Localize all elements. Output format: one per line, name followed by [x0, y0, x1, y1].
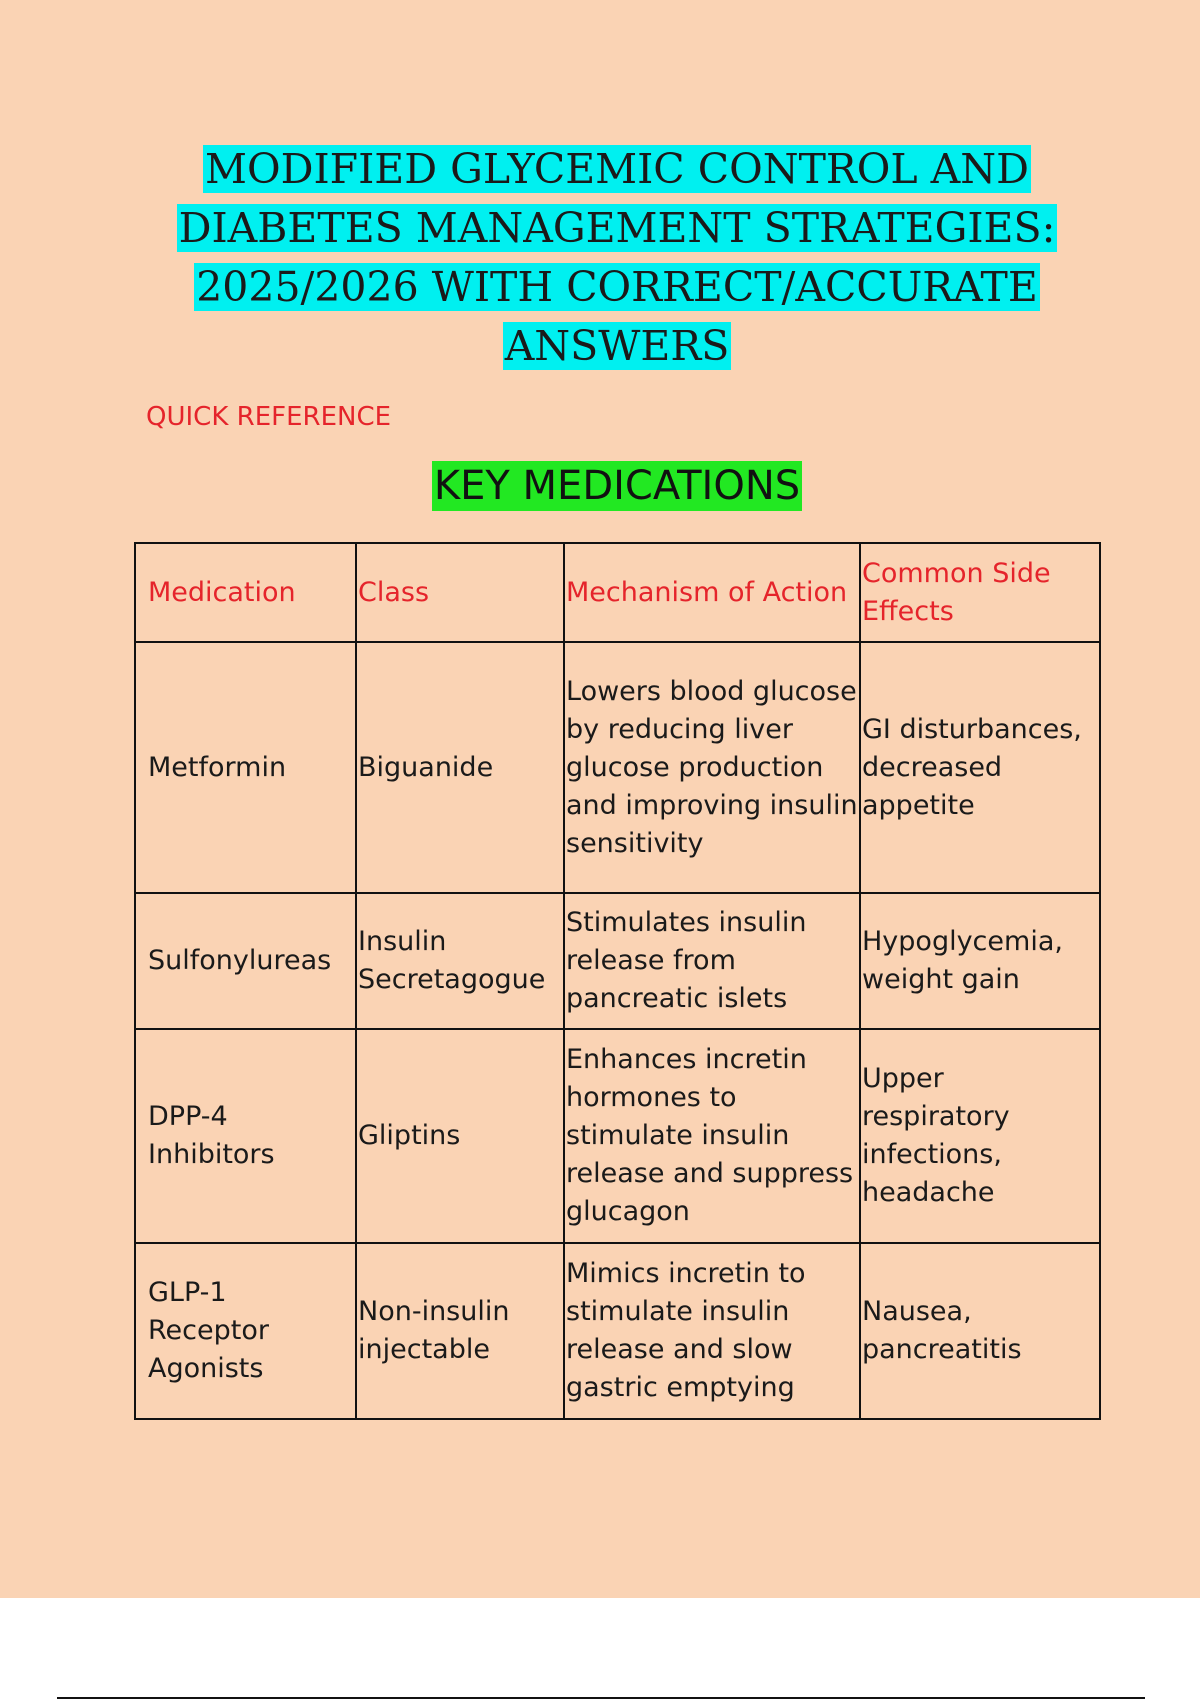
table-row: Sulfonylureas Insulin Secretagogue Stimu… [134, 892, 1101, 1030]
table-cell: GI disturbances, decreased appetite [859, 641, 1101, 894]
table-cell: Nausea, pancreatitis [859, 1242, 1101, 1420]
table-row: GLP-1 Receptor Agonists Non-insulin inje… [134, 1242, 1101, 1420]
table-cell: GLP-1 Receptor Agonists [134, 1242, 357, 1420]
table-cell: Mimics incretin to stimulate insulin rel… [563, 1242, 861, 1420]
table-cell: Upper respiratory infections, headache [859, 1028, 1101, 1244]
table-cell: Non-insulin injectable [355, 1242, 565, 1420]
table-cell: Biguanide [355, 641, 565, 894]
document-page: MODIFIED GLYCEMIC CONTROL AND DIABETES M… [0, 0, 1200, 1598]
document-title: MODIFIED GLYCEMIC CONTROL AND DIABETES M… [100, 140, 1134, 376]
table-cell: DPP-4 Inhibitors [134, 1028, 357, 1244]
table-cell: Sulfonylureas [134, 892, 357, 1030]
table-cell: Enhances incretin hormones to stimulate … [563, 1028, 861, 1244]
quick-reference-label: QUICK REFERENCE [146, 402, 392, 432]
table-cell: Insulin Secretagogue [355, 892, 565, 1030]
table-cell: Hypoglycemia, weight gain [859, 892, 1101, 1030]
table-row: Metformin Biguanide Lowers blood glucose… [134, 641, 1101, 894]
table-row: DPP-4 Inhibitors Gliptins Enhances incre… [134, 1028, 1101, 1244]
table-cell: Gliptins [355, 1028, 565, 1244]
table-header-row: Medication Class Mechanism of Action Com… [134, 542, 1101, 643]
footer-divider [57, 1697, 1145, 1699]
key-medications-heading: KEY MEDICATIONS [0, 458, 1200, 514]
header-cell: Medication [134, 542, 357, 643]
header-cell: Mechanism of Action [563, 542, 861, 643]
table-cell: Lowers blood glucose by reducing liver g… [563, 641, 861, 894]
heading-text: KEY MEDICATIONS [431, 461, 803, 511]
table-cell: Stimulates insulin release from pancreat… [563, 892, 861, 1030]
header-cell: Common Side Effects [859, 542, 1101, 643]
table-cell: Metformin [134, 641, 357, 894]
medications-table: Medication Class Mechanism of Action Com… [134, 542, 1101, 1420]
header-cell: Class [355, 542, 565, 643]
title-text: MODIFIED GLYCEMIC CONTROL AND DIABETES M… [176, 145, 1058, 370]
